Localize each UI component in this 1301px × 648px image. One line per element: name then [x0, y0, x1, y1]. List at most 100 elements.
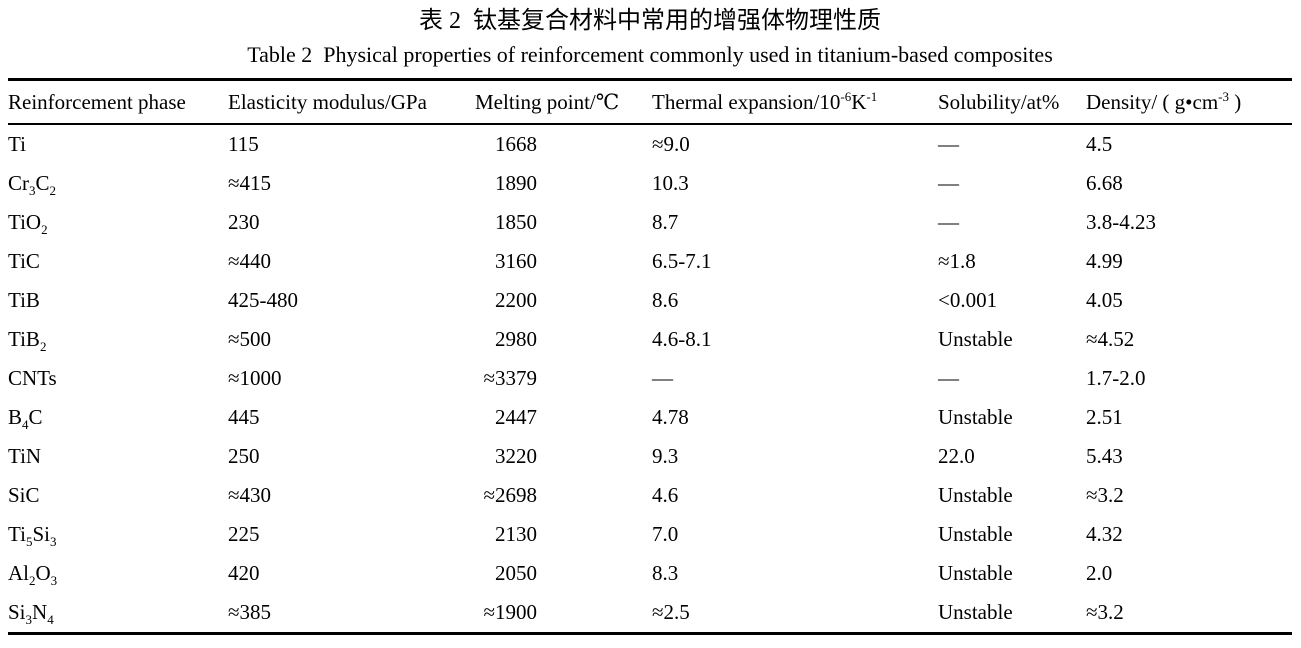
cell-solubility: — [938, 366, 959, 390]
cell-melting-point: ≈1900 [483, 600, 537, 624]
cell-density: 4.32 [1086, 522, 1123, 546]
cell-elasticity-modulus: ≈1000 [228, 366, 282, 390]
table-row: TiB 425-480 2200 8.6 <0.001 4.05 [8, 281, 1292, 320]
cell-elasticity-modulus: 445 [228, 405, 260, 429]
table-row: Ti5Si3 225 2130 7.0 Unstable 4.32 [8, 515, 1292, 554]
cell-reinforcement-phase: SiC [8, 483, 40, 507]
cell-melting-point: 2980 [495, 327, 537, 351]
cell-melting-point: ≈2698 [483, 483, 537, 507]
cell-solubility: ≈1.8 [938, 249, 976, 273]
table-caption-chinese: 表 2 钛基复合材料中常用的增强体物理性质 [419, 8, 881, 34]
table-row: TiC ≈440 3160 6.5-7.1 ≈1.8 4.99 [8, 242, 1292, 281]
cell-density: 2.0 [1086, 561, 1113, 585]
cell-solubility: Unstable [938, 600, 1013, 624]
table-row: Al2O3 420 2050 8.3 Unstable 2.0 [8, 554, 1292, 593]
cell-density: 5.43 [1086, 444, 1123, 468]
cell-thermal-expansion: 4.6 [652, 483, 679, 507]
cell-elasticity-modulus: ≈440 [228, 249, 272, 273]
cell-density: 4.99 [1086, 249, 1123, 273]
table-row: TiO2 230 1850 8.7 — 3.8-4.23 [8, 203, 1292, 242]
cell-elasticity-modulus: 225 [228, 522, 260, 546]
cell-thermal-expansion: 8.3 [652, 561, 679, 585]
table-row: TiB2 ≈500 2980 4.6-8.1 Unstable ≈4.52 [8, 320, 1292, 359]
col-header-solubility: Solubility/at% [938, 79, 1086, 125]
cell-melting-point: 2447 [495, 405, 537, 429]
cell-melting-point: 2200 [495, 288, 537, 312]
cell-solubility: Unstable [938, 483, 1013, 507]
table-row: SiC ≈430 ≈2698 4.6 Unstable ≈3.2 [8, 476, 1292, 515]
cell-reinforcement-phase: TiO2 [8, 210, 48, 238]
col-header-elasticity-modulus: Elasticity modulus/GPa [228, 79, 475, 125]
properties-table: Reinforcement phase Elasticity modulus/G… [8, 78, 1292, 635]
cell-elasticity-modulus: 230 [228, 210, 260, 234]
cell-reinforcement-phase: CNTs [8, 366, 57, 390]
cell-solubility: Unstable [938, 405, 1013, 429]
cell-thermal-expansion: 8.7 [652, 210, 679, 234]
cell-density: 3.8-4.23 [1086, 210, 1156, 234]
col-header-thermal-expansion: Thermal expansion/10-6K-1 [652, 79, 938, 125]
cell-thermal-expansion: — [652, 366, 673, 390]
table-row: CNTs ≈1000 ≈3379 — — 1.7-2.0 [8, 359, 1292, 398]
cell-solubility: — [938, 210, 959, 234]
cell-melting-point: 1890 [495, 171, 537, 195]
cell-solubility: — [938, 171, 959, 195]
col-header-density: Density/ ( g•cm-3 ) [1086, 79, 1292, 125]
cell-solubility: Unstable [938, 561, 1013, 585]
cell-reinforcement-phase: B4C [8, 405, 43, 433]
cell-solubility: Unstable [938, 327, 1013, 351]
cell-solubility: Unstable [938, 522, 1013, 546]
cell-reinforcement-phase: Cr3C2 [8, 171, 57, 199]
cell-density: 6.68 [1086, 171, 1123, 195]
cell-density: 1.7-2.0 [1086, 366, 1146, 390]
cell-elasticity-modulus: ≈415 [228, 171, 272, 195]
cell-elasticity-modulus: ≈430 [228, 483, 272, 507]
col-header-melting-point: Melting point/℃ [475, 79, 652, 125]
table-body: Ti 115 1668 ≈9.0 — 4.5 Cr3C2 ≈415 1890 1… [8, 124, 1292, 634]
cell-thermal-expansion: 4.78 [652, 405, 689, 429]
cell-reinforcement-phase: TiC [8, 249, 40, 273]
cell-elasticity-modulus: 420 [228, 561, 260, 585]
cell-reinforcement-phase: Ti [8, 132, 26, 156]
cell-density: ≈4.52 [1086, 327, 1135, 351]
table-row: TiN 250 3220 9.3 22.0 5.43 [8, 437, 1292, 476]
cell-solubility: — [938, 132, 959, 156]
cell-melting-point: 2050 [495, 561, 537, 585]
cell-elasticity-modulus: 115 [228, 132, 259, 156]
cell-solubility: 22.0 [938, 444, 975, 468]
table-row: B4C 445 2447 4.78 Unstable 2.51 [8, 398, 1292, 437]
cell-solubility: <0.001 [938, 288, 998, 312]
cell-reinforcement-phase: TiB [8, 288, 40, 312]
cell-reinforcement-phase: TiB2 [8, 327, 47, 355]
cell-reinforcement-phase: Al2O3 [8, 561, 58, 589]
cell-elasticity-modulus: ≈385 [228, 600, 272, 624]
cell-density: 4.05 [1086, 288, 1123, 312]
cell-reinforcement-phase: Si3N4 [8, 600, 54, 628]
header-row: Reinforcement phase Elasticity modulus/G… [8, 79, 1292, 125]
table-row: Si3N4 ≈385 ≈1900 ≈2.5 Unstable ≈3.2 [8, 593, 1292, 634]
cell-thermal-expansion: 9.3 [652, 444, 679, 468]
cell-thermal-expansion: 6.5-7.1 [652, 249, 712, 273]
table-row: Cr3C2 ≈415 1890 10.3 — 6.68 [8, 164, 1292, 203]
table-caption-english: Table 2 Physical properties of reinforce… [247, 42, 1053, 67]
cell-melting-point: 3160 [495, 249, 537, 273]
col-header-reinforcement-phase: Reinforcement phase [8, 79, 228, 125]
cell-elasticity-modulus: 425-480 [228, 288, 298, 312]
cell-melting-point: 3220 [495, 444, 537, 468]
cell-thermal-expansion: 8.6 [652, 288, 679, 312]
cell-thermal-expansion: ≈9.0 [652, 132, 690, 156]
cell-density: 4.5 [1086, 132, 1113, 156]
cell-melting-point: 1668 [495, 132, 537, 156]
cell-reinforcement-phase: Ti5Si3 [8, 522, 57, 550]
table-row: Ti 115 1668 ≈9.0 — 4.5 [8, 124, 1292, 164]
cell-density: ≈3.2 [1086, 600, 1124, 624]
cell-melting-point: 1850 [495, 210, 537, 234]
cell-melting-point: 2130 [495, 522, 537, 546]
cell-elasticity-modulus: 250 [228, 444, 260, 468]
cell-thermal-expansion: ≈2.5 [652, 600, 690, 624]
cell-melting-point: ≈3379 [483, 366, 537, 390]
cell-thermal-expansion: 7.0 [652, 522, 679, 546]
cell-density: 2.51 [1086, 405, 1123, 429]
cell-thermal-expansion: 4.6-8.1 [652, 327, 712, 351]
cell-thermal-expansion: 10.3 [652, 171, 689, 195]
